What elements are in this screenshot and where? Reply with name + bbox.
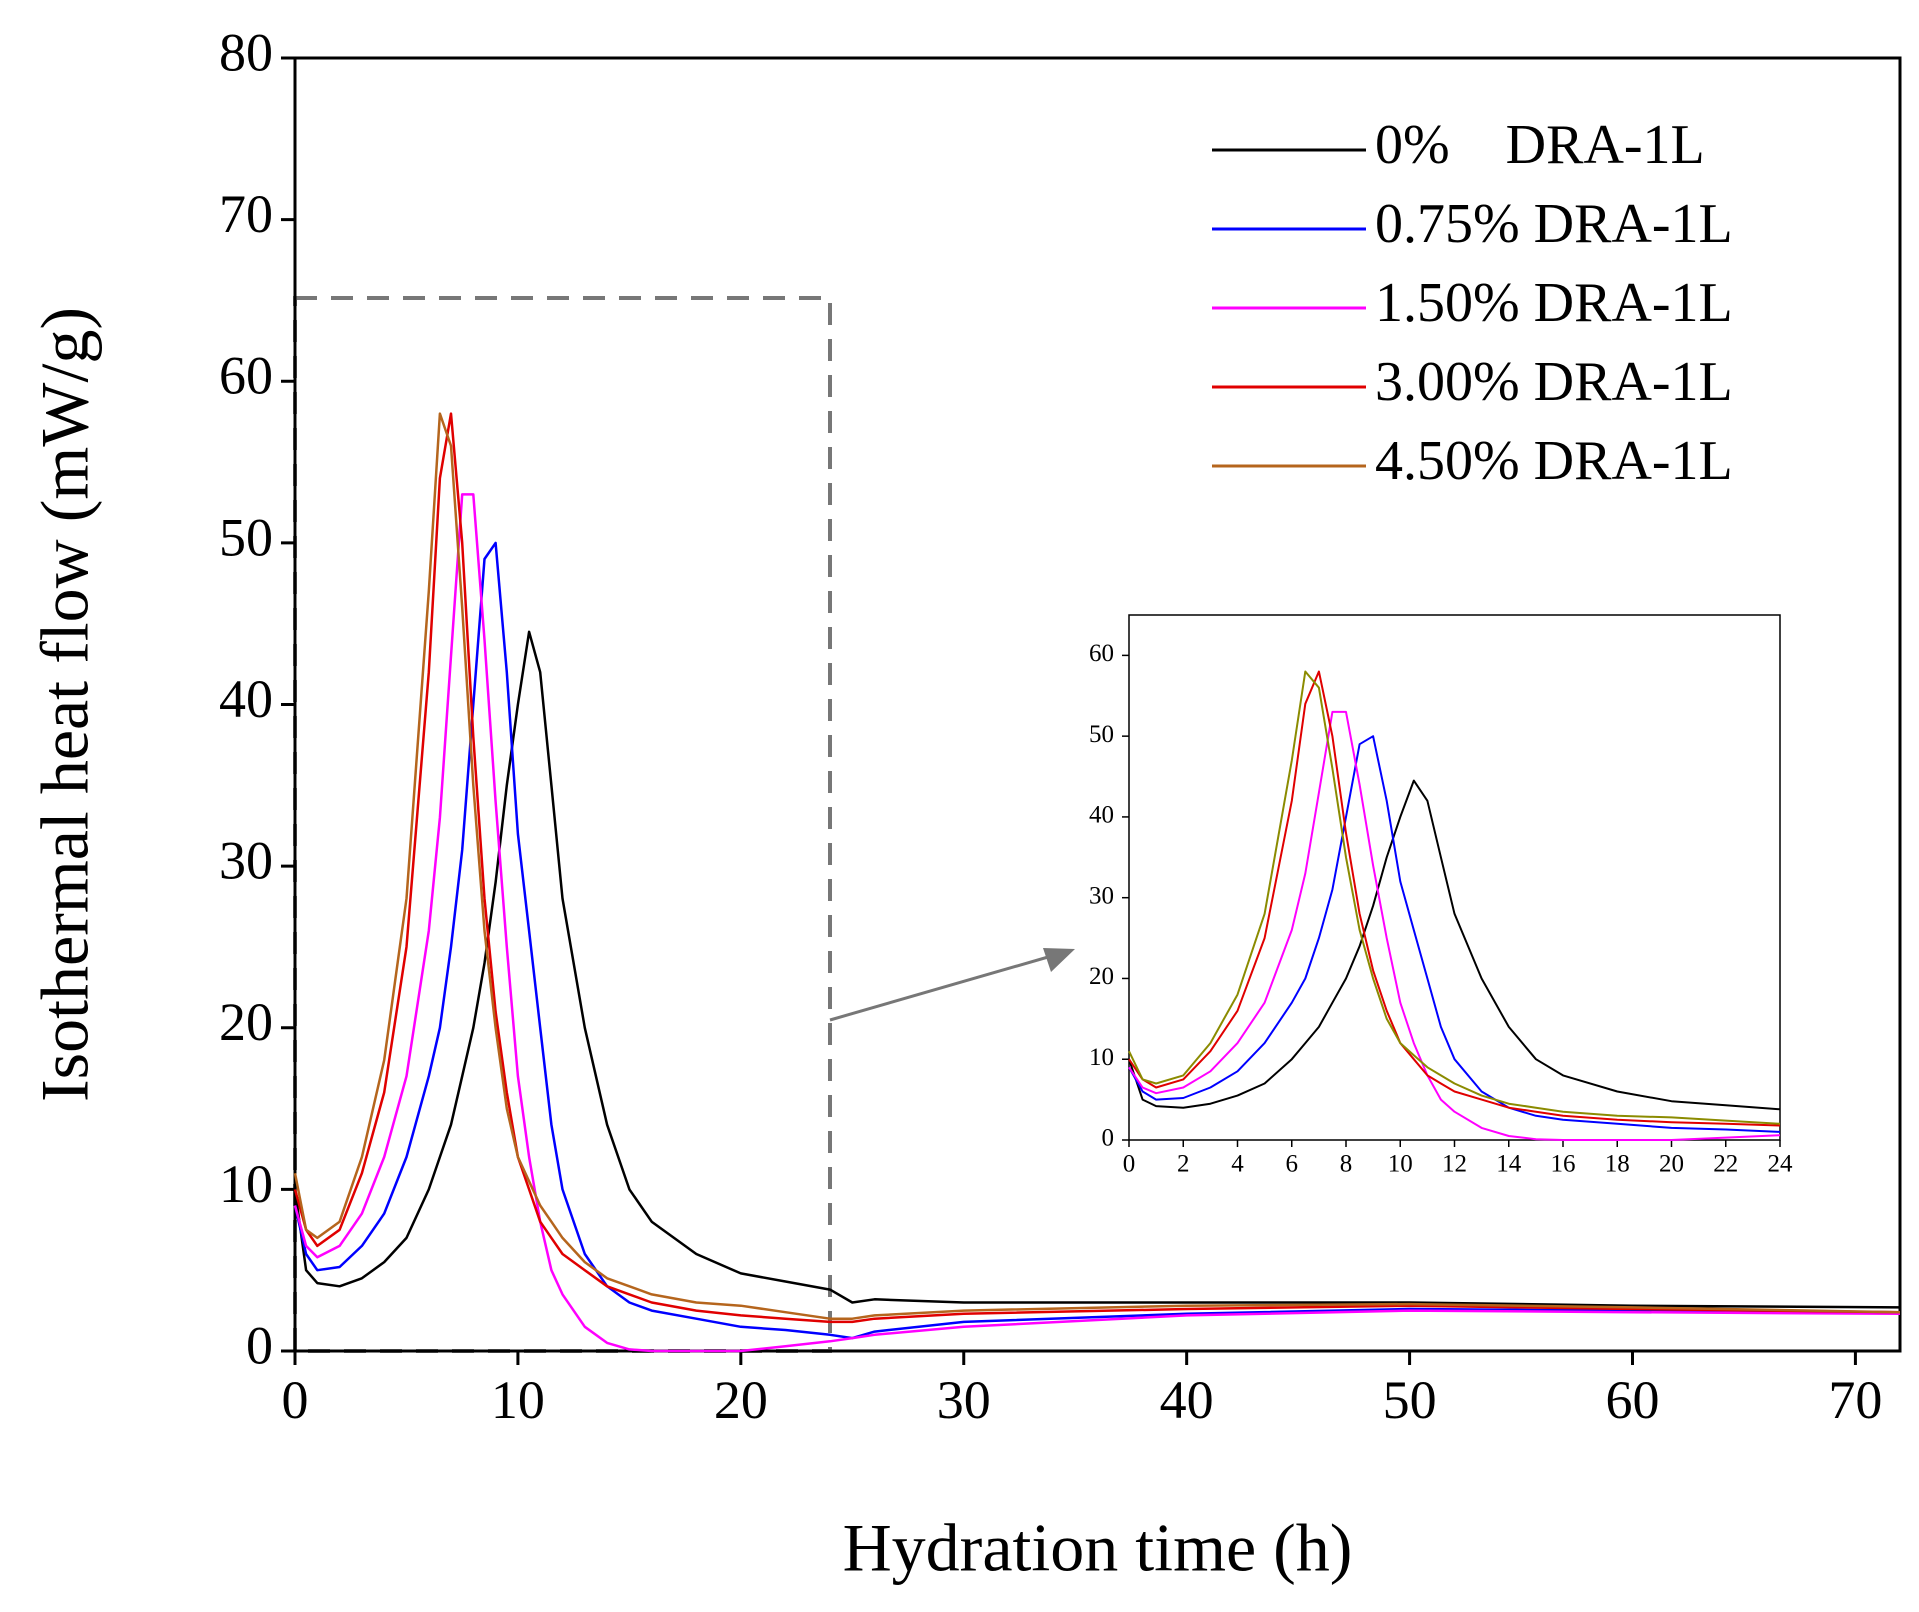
y-tick-label: 20 [1089, 963, 1114, 990]
x-tick-label: 50 [1383, 1370, 1437, 1430]
y-tick-label: 10 [1089, 1044, 1114, 1071]
x-tick-label: 60 [1606, 1370, 1660, 1430]
y-tick-label: 40 [219, 669, 273, 729]
legend-label: 0% DRA-1L [1375, 114, 1705, 176]
y-tick-label: 50 [1089, 721, 1114, 748]
series-line [1128, 735, 1781, 1133]
y-tick-label: 20 [219, 992, 273, 1052]
series-line [293, 630, 1901, 1309]
series-line [1128, 710, 1781, 1141]
x-tick-label: 0 [282, 1370, 309, 1430]
x-tick-label: 20 [714, 1370, 768, 1430]
series-line [293, 412, 1901, 1324]
y-tick-label: 40 [1089, 802, 1114, 829]
y-tick-label: 30 [1089, 882, 1114, 909]
x-tick-label: 10 [1388, 1150, 1413, 1177]
x-tick-label: 14 [1496, 1150, 1522, 1177]
y-tick-label: 30 [219, 831, 273, 891]
x-tick-label: 18 [1605, 1150, 1630, 1177]
x-tick-label: 40 [1160, 1370, 1214, 1430]
x-tick-label: 70 [1828, 1370, 1882, 1430]
x-tick-label: 2 [1177, 1150, 1190, 1177]
y-tick-label: 60 [219, 346, 273, 406]
y-tick-label: 60 [1089, 640, 1114, 667]
series-line [1128, 670, 1781, 1125]
x-axis-label: Hydration time (h) [843, 1510, 1353, 1586]
series-line [1128, 670, 1781, 1127]
y-tick-label: 80 [219, 22, 273, 82]
y-tick-label: 70 [219, 184, 273, 244]
x-tick-label: 0 [1123, 1150, 1136, 1177]
x-tick-label: 30 [937, 1370, 991, 1430]
x-tick-label: 10 [491, 1370, 545, 1430]
legend-label: 3.00% DRA-1L [1375, 351, 1733, 413]
legend-label: 4.50% DRA-1L [1375, 430, 1733, 492]
series-line [1128, 779, 1781, 1111]
x-tick-label: 24 [1768, 1150, 1794, 1177]
y-tick-label: 0 [246, 1315, 273, 1375]
y-tick-label: 0 [1102, 1125, 1115, 1152]
legend-label: 0.75% DRA-1L [1375, 193, 1733, 255]
x-tick-label: 12 [1442, 1150, 1467, 1177]
y-tick-label: 10 [219, 1154, 273, 1214]
y-axis-label: Isothermal heat flow (mW/g) [27, 307, 103, 1102]
x-tick-label: 6 [1286, 1150, 1299, 1177]
y-tick-label: 50 [219, 507, 273, 567]
arrow-head [1043, 948, 1075, 972]
x-tick-label: 22 [1713, 1150, 1738, 1177]
x-tick-label: 4 [1231, 1150, 1244, 1177]
zoom-arrow [829, 953, 1056, 1022]
x-tick-label: 20 [1659, 1150, 1684, 1177]
x-tick-label: 8 [1340, 1150, 1353, 1177]
legend-label: 1.50% DRA-1L [1375, 272, 1733, 334]
x-tick-label: 16 [1551, 1150, 1576, 1177]
series-line [293, 412, 1901, 1320]
